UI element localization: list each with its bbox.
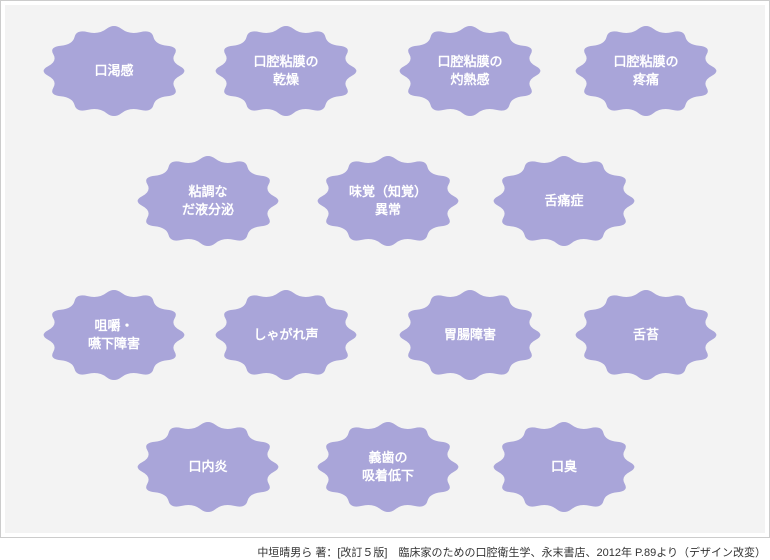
badge-label: 粘調な だ液分泌	[176, 183, 240, 219]
badge-glossodynia: 舌痛症	[489, 153, 639, 249]
badge-label: 咀嚼・ 嚥下障害	[82, 317, 146, 353]
badge-chew-swallow: 咀嚼・ 嚥下障害	[39, 287, 189, 383]
badge-mucosa-burn: 口腔粘膜の 灼熱感	[395, 23, 545, 119]
badge-label: 口腔粘膜の 疼痛	[607, 53, 684, 89]
badge-label: 義歯の 吸着低下	[356, 449, 420, 485]
badge-hoarse: しゃがれ声	[211, 287, 361, 383]
badge-mucosa-pain: 口腔粘膜の 疼痛	[571, 23, 721, 119]
badge-label: 口腔粘膜の 灼熱感	[431, 53, 508, 89]
badge-label: 口腔粘膜の 乾燥	[247, 53, 324, 89]
badge-mucosa-dry: 口腔粘膜の 乾燥	[211, 23, 361, 119]
diagram-frame: 口渇感 口腔粘膜の 乾燥 口腔粘膜の 灼熱感 口腔粘膜の 疼痛粘調な だ液分泌 味覚（知…	[0, 0, 770, 538]
badge-denture-suction: 義歯の 吸着低下	[313, 419, 463, 515]
badge-label: 舌痛症	[538, 192, 589, 210]
badge-stomatitis: 口内炎	[133, 419, 283, 515]
diagram-panel: 口渇感 口腔粘膜の 乾燥 口腔粘膜の 灼熱感 口腔粘膜の 疼痛粘調な だ液分泌 味覚（知…	[5, 5, 765, 533]
badge-taste-disorder: 味覚（知覚） 異常	[313, 153, 463, 249]
badge-halitosis: 口臭	[489, 419, 639, 515]
badge-label: 口臭	[545, 458, 583, 476]
badge-label: 味覚（知覚） 異常	[343, 183, 433, 219]
badge-gi-disorder: 胃腸障害	[395, 287, 545, 383]
badge-label: 口渇感	[88, 62, 139, 80]
badge-tongue-coating: 舌苔	[571, 287, 721, 383]
badge-thirst: 口渇感	[39, 23, 189, 119]
badge-label: 胃腸障害	[438, 326, 502, 344]
badge-label: しゃがれ声	[247, 326, 324, 344]
badge-viscous-saliva: 粘調な だ液分泌	[133, 153, 283, 249]
badge-label: 口内炎	[182, 458, 233, 476]
badge-label: 舌苔	[627, 326, 665, 344]
